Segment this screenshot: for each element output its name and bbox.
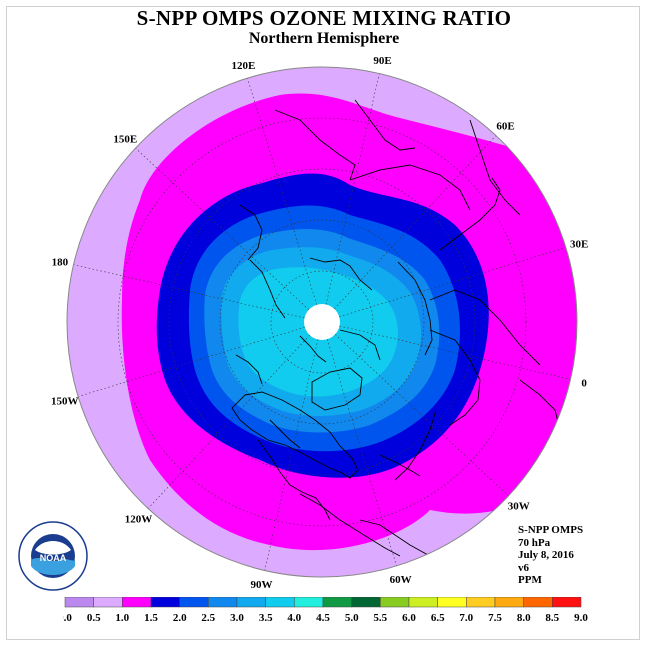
longitude-label: 60W <box>390 574 412 586</box>
colorbar-tick-label: 5.0 <box>345 612 359 624</box>
colorbar-swatch <box>179 597 209 608</box>
longitude-label: 150W <box>51 396 79 408</box>
info-version: v6 <box>518 561 529 574</box>
no-data-pole <box>304 304 340 340</box>
colorbar-tick-label: 7.5 <box>488 612 502 624</box>
colorbar-swatch <box>523 597 553 608</box>
meridian-line <box>334 135 497 310</box>
colorbar-swatch <box>150 597 180 608</box>
colorbar-swatch <box>351 597 381 608</box>
noaa-logo: NOAA <box>17 520 89 592</box>
colorbar-tick-label: 6.0 <box>402 612 416 624</box>
colorbar-tick-label: 2.5 <box>201 612 215 624</box>
colorbar-swatch <box>208 597 238 608</box>
longitude-label: 150E <box>113 134 137 146</box>
latitude-circle <box>168 168 476 476</box>
colorbar-tick-label: 8.5 <box>545 612 559 624</box>
colorbar-tick-label: 3.5 <box>259 612 273 624</box>
colorbar-tick-label: 3.0 <box>230 612 244 624</box>
ozone-field <box>67 67 577 577</box>
colorbar-tick-label: 4.0 <box>287 612 301 624</box>
longitude-label: 120E <box>231 60 255 72</box>
meridian-line <box>73 264 305 319</box>
map-boundary <box>66 66 578 578</box>
latitude-circle <box>219 219 425 425</box>
longitude-label: 90W <box>251 579 273 591</box>
map-title: S-NPP OMPS OZONE MIXING RATIO <box>136 6 512 30</box>
meridian-line <box>325 73 380 305</box>
info-units: PPM <box>518 574 542 586</box>
colorbar-tick-label: 9.0 <box>574 612 588 624</box>
info-date: July 8, 2016 <box>518 549 574 561</box>
longitude-label: 180 <box>52 257 69 269</box>
colorbar-swatch <box>408 597 438 608</box>
colorbar-swatch <box>466 597 496 608</box>
longitude-label: 90E <box>373 55 391 67</box>
colorbar-tick-label: 1.5 <box>144 612 158 624</box>
colorbar-swatch <box>380 597 410 608</box>
latitude-circle <box>270 270 374 374</box>
longitude-label: 30E <box>570 238 588 250</box>
info-block: S-NPP OMPS 70 hPa July 8, 2016 v6 PPM <box>518 524 638 587</box>
colorbar-swatch <box>494 597 524 608</box>
colorbar-swatch <box>437 597 467 608</box>
noaa-logo-graphic: NOAA <box>18 521 88 591</box>
info-pressure: 70 hPa <box>518 536 551 549</box>
meridian-line <box>264 339 319 571</box>
colorbar-swatch <box>294 597 324 608</box>
colorbar-tick-label: 2.0 <box>173 612 187 624</box>
colorbar-swatch <box>122 597 152 608</box>
noaa-logo-text: NOAA <box>40 553 67 563</box>
colorbar-swatch <box>322 597 352 608</box>
info-instrument: S-NPP OMPS <box>518 524 584 536</box>
map-subtitle: Northern Hemisphere <box>248 30 400 47</box>
graticule <box>73 73 571 571</box>
colorbar-swatch <box>64 597 94 608</box>
colorbar-tick-label: 1.0 <box>115 612 129 624</box>
colorbar-swatch <box>265 597 295 608</box>
longitude-labels: 90E 60E 30E 0 30W 60W 90W 120W 150W 180 150E 120E <box>51 55 588 591</box>
longitude-label: 30W <box>508 501 530 513</box>
colorbar-tick-label: 7.0 <box>459 612 473 624</box>
colorbar-swatch <box>93 597 123 608</box>
meridian-line <box>135 147 310 310</box>
colorbar-tick-label: 0.0 <box>63 612 72 624</box>
longitude-label: 120W <box>125 514 153 526</box>
colorbar-tick-label: 8.0 <box>517 612 531 624</box>
meridian-line <box>339 325 571 380</box>
longitude-label: 0 <box>581 378 587 390</box>
colorbar-tick-label: 5.5 <box>373 612 387 624</box>
colorbar-tick-label: 4.5 <box>316 612 330 624</box>
colorbar: 0.0 0.5 1.0 1.5 2.0 2.5 3.0 3.5 4.0 4.5 5.0 5.5 6.0 6… <box>63 597 588 624</box>
colorbar-swatch <box>236 597 266 608</box>
longitude-label: 60E <box>496 120 514 132</box>
colorbar-swatch <box>552 597 582 608</box>
colorbar-tick-label: 0.5 <box>87 612 101 624</box>
colorbar-tick-label: 6.5 <box>431 612 445 624</box>
latitude-circle <box>117 117 527 527</box>
